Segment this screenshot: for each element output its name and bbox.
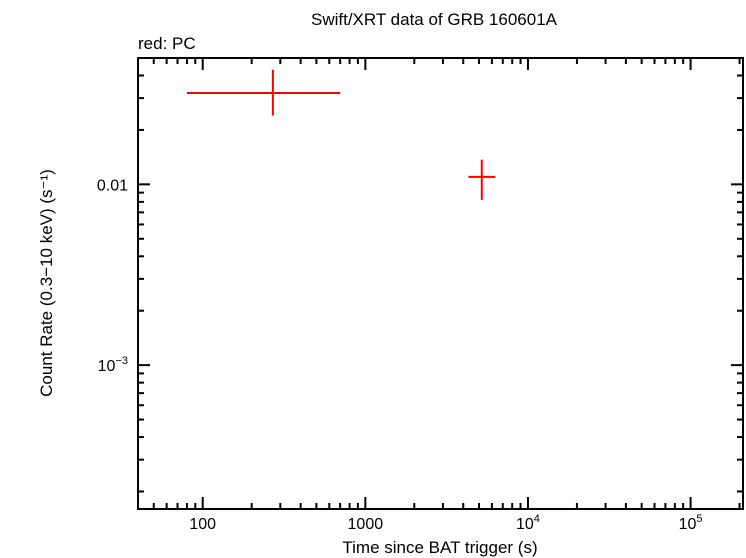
chart-subtitle: red: PC [138,34,196,53]
y-axis-label: Count Rate (0.3−10 keV) (s⁻¹) [37,169,56,397]
x-tick-label: 104 [516,513,540,533]
data-point [468,159,496,200]
y-tick-label: 10−3 [98,355,128,375]
y-axis-tick-labels: 0.01 10−3 [97,177,128,375]
plot-frame [137,57,744,510]
x-axis-label: Time since BAT trigger (s) [342,538,537,557]
y-axis-ticks [138,57,743,493]
chart-title: Swift/XRT data of GRB 160601A [311,10,558,29]
x-tick-label: 100 [189,516,216,533]
data-series-pc [186,69,496,200]
x-axis-ticks [137,58,741,509]
x-tick-label: 105 [679,513,703,533]
y-tick-label: 0.01 [97,177,128,194]
x-axis-tick-labels: 100 1000 104 105 [189,513,702,533]
x-tick-label: 1000 [348,516,384,533]
data-point [186,69,341,116]
